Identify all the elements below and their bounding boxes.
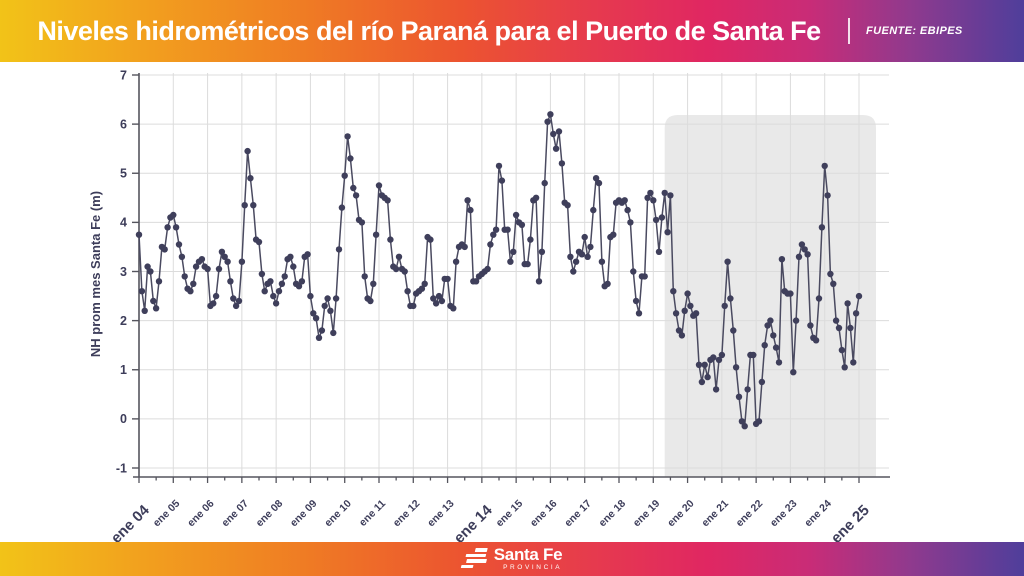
svg-text:ene 15: ene 15 <box>494 498 526 530</box>
santa-fe-flag-icon <box>459 548 489 570</box>
highlight-band <box>664 115 876 477</box>
svg-text:5: 5 <box>120 167 127 181</box>
svg-text:ene 25: ene 25 <box>828 502 873 542</box>
svg-text:ene 10: ene 10 <box>322 498 354 530</box>
svg-text:ene 06: ene 06 <box>185 498 217 530</box>
svg-text:ene 07: ene 07 <box>219 498 251 530</box>
axes <box>132 73 890 483</box>
logo-bar <box>465 559 487 563</box>
svg-text:6: 6 <box>120 117 127 131</box>
logo-bar <box>460 564 474 568</box>
svg-text:ene 11: ene 11 <box>357 498 388 529</box>
footer-band: Santa Fe PROVINCIA <box>0 542 1024 576</box>
svg-text:ene 04: ene 04 <box>108 501 154 542</box>
y-axis-tick-labels: -1 0 1 2 3 4 5 6 7 <box>116 68 127 475</box>
santa-fe-logo: Santa Fe PROVINCIA <box>459 545 563 572</box>
series-points <box>135 111 863 430</box>
svg-text:ene 17: ene 17 <box>562 498 594 530</box>
svg-text:ene 23: ene 23 <box>768 498 800 530</box>
svg-text:ene 20: ene 20 <box>665 498 697 530</box>
source-label: FUENTE: EBIPES <box>866 25 963 37</box>
svg-text:ene 13: ene 13 <box>425 498 457 530</box>
logo-bar <box>474 548 488 552</box>
logo-bar <box>465 553 487 557</box>
footer-brand: Santa Fe <box>493 545 563 565</box>
svg-text:ene 12: ene 12 <box>391 498 423 530</box>
svg-text:4: 4 <box>120 216 127 230</box>
svg-text:1: 1 <box>120 363 127 377</box>
chart-area: -1 0 1 2 3 4 5 6 7 ene 04 ene 05 ene 06 ene 07 ene 08… <box>0 62 1024 542</box>
svg-text:3: 3 <box>120 265 127 279</box>
svg-text:ene 18: ene 18 <box>597 498 629 530</box>
gridlines <box>138 73 889 477</box>
svg-text:ene 21: ene 21 <box>699 498 731 530</box>
logo-text: Santa Fe PROVINCIA <box>493 545 563 572</box>
header-divider <box>848 18 850 44</box>
svg-text:ene 05: ene 05 <box>151 498 183 530</box>
header-band: Niveles hidrométricos del río Paraná par… <box>0 0 1024 62</box>
svg-text:2: 2 <box>120 314 127 328</box>
svg-text:ene 14: ene 14 <box>451 501 497 542</box>
svg-text:ene 08: ene 08 <box>254 498 286 530</box>
svg-text:ene 24: ene 24 <box>802 498 834 530</box>
svg-text:ene 09: ene 09 <box>288 498 320 530</box>
svg-text:ene 16: ene 16 <box>528 498 560 530</box>
svg-text:ene 22: ene 22 <box>734 498 766 530</box>
y-axis-title: NH prom mes Santa Fe (m) <box>88 191 103 357</box>
svg-text:7: 7 <box>120 68 127 82</box>
svg-text:-1: -1 <box>116 461 127 475</box>
footer-subbrand: PROVINCIA <box>503 564 563 572</box>
svg-text:ene 19: ene 19 <box>631 498 663 530</box>
svg-text:0: 0 <box>120 412 127 426</box>
page-title: Niveles hidrométricos del río Paraná par… <box>37 15 821 46</box>
